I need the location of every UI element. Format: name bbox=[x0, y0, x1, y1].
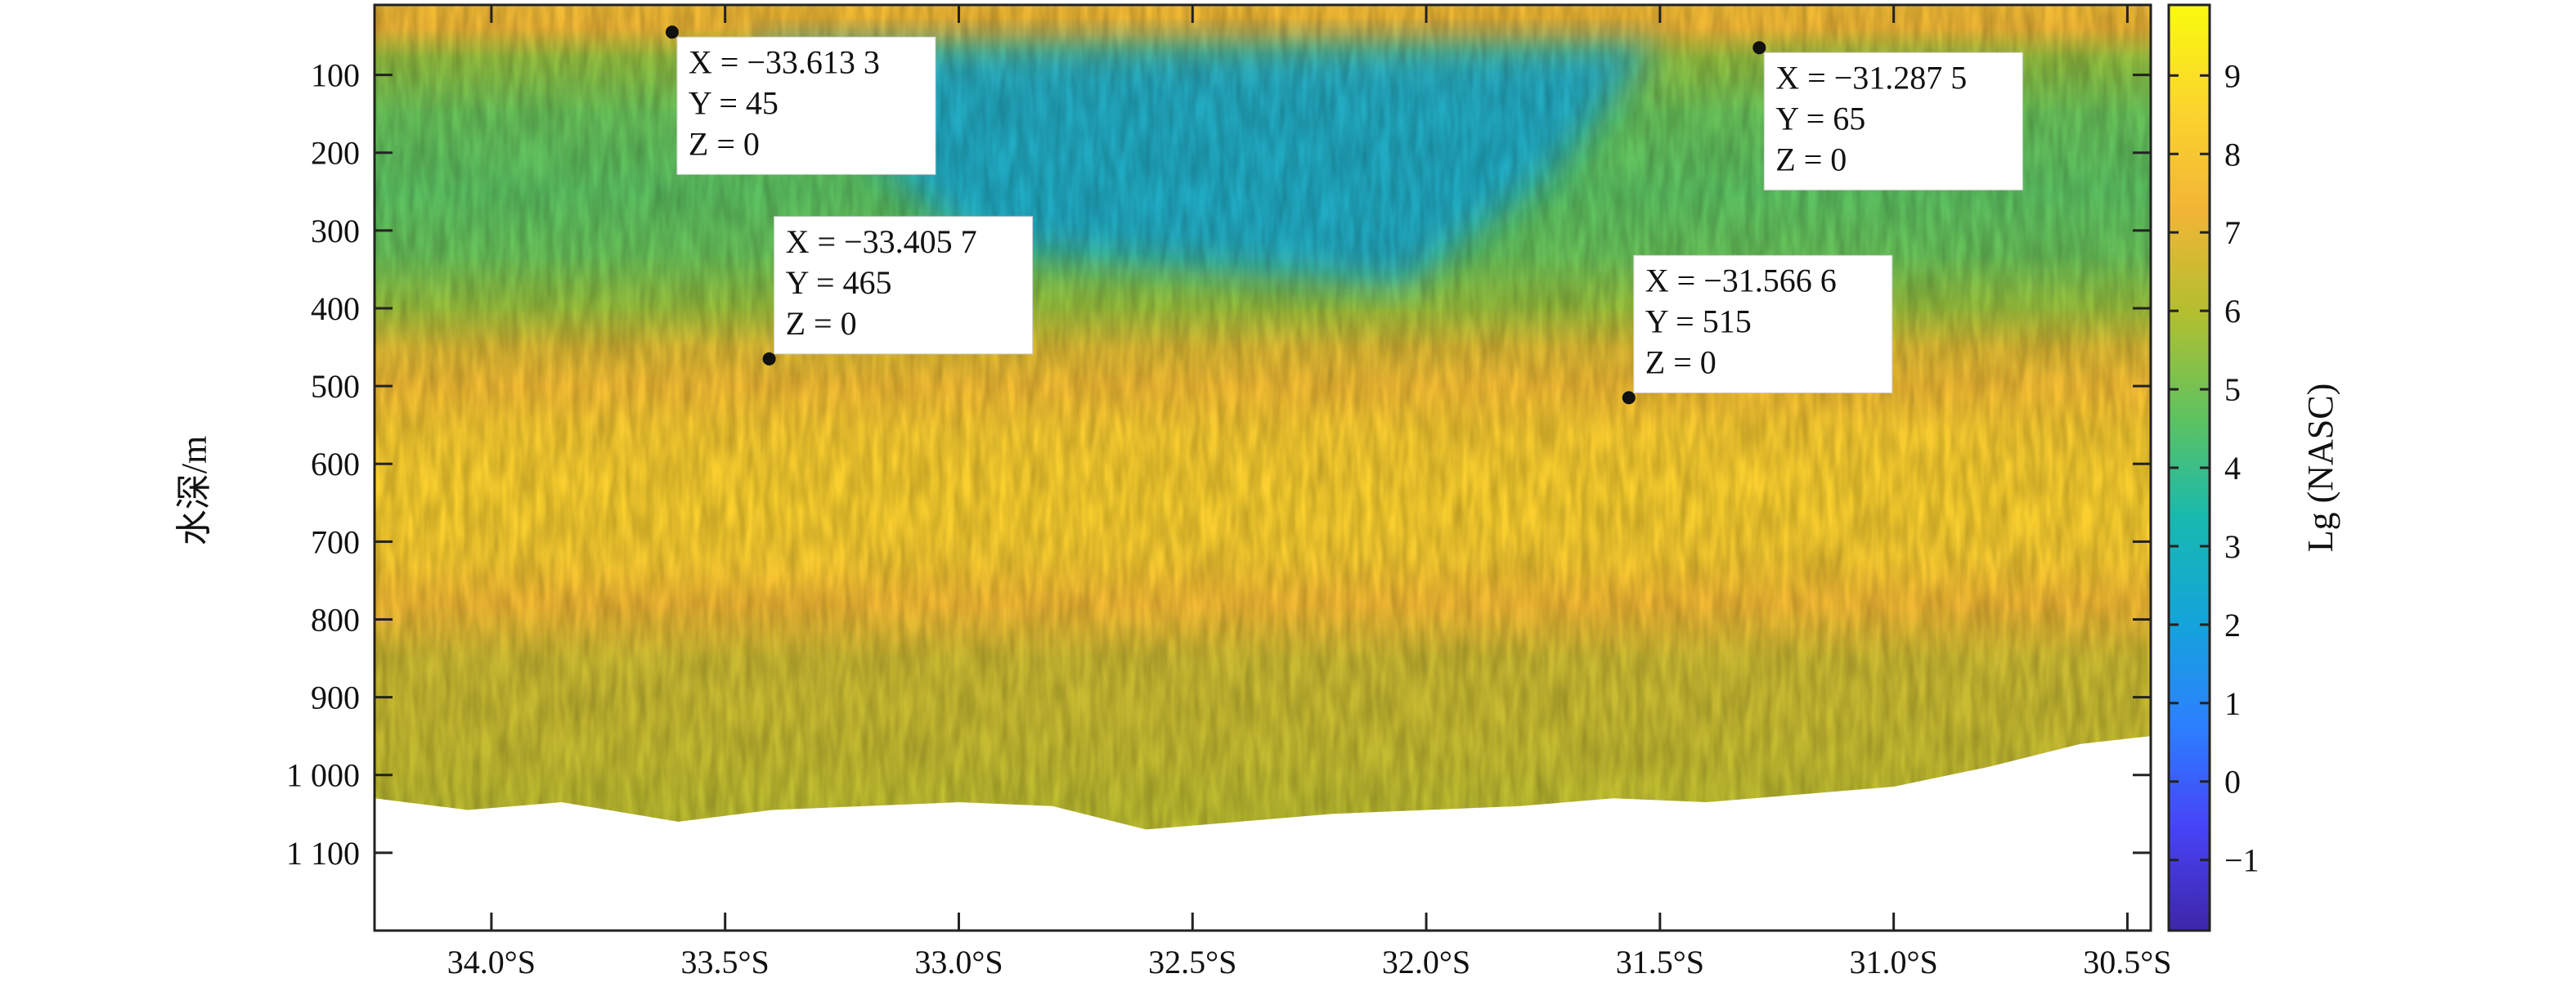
datatip-marker bbox=[1752, 41, 1766, 55]
plot-frame bbox=[373, 3, 2152, 932]
x-tick-label: 33.0°S bbox=[914, 944, 1003, 980]
datatip-2: X = −33.405 7 Y = 465 Z = 0 bbox=[762, 216, 1034, 366]
x-tick-label: 30.5°S bbox=[2083, 944, 2171, 980]
datatip-z-line: Z = 0 bbox=[786, 305, 857, 342]
datatip-y-line: Y = 465 bbox=[786, 264, 892, 301]
datatip-1: X = −33.613 3 Y = 45 Z = 0 bbox=[665, 25, 936, 175]
datatip-x-line: X = −33.613 3 bbox=[689, 43, 880, 80]
datatip-marker bbox=[1622, 391, 1636, 405]
datatip-marker bbox=[762, 352, 776, 366]
datatip-marker bbox=[665, 25, 679, 39]
colorbar-tick-label: 0 bbox=[2224, 764, 2241, 801]
datatip-x-line: X = −31.287 5 bbox=[1775, 59, 1967, 96]
y-tick-label: 1 100 bbox=[286, 835, 360, 872]
y-tick-label: 500 bbox=[311, 368, 360, 405]
colorbar-tick-label: 7 bbox=[2224, 214, 2241, 251]
datatip-y-line: Y = 45 bbox=[689, 84, 779, 121]
datatip-4: X = −31.566 6 Y = 515 Z = 0 bbox=[1622, 254, 1893, 405]
y-tick-label: 600 bbox=[311, 446, 360, 482]
datatip-x-line: X = −33.405 7 bbox=[786, 223, 977, 260]
y-tick-label: 300 bbox=[311, 213, 360, 249]
x-axis: 34.0°S 33.5°S 33.0°S 32.5°S 32.0°S 31.5°S 31.0… bbox=[447, 5, 2172, 980]
datatip-box bbox=[676, 36, 936, 175]
x-tick-label: 31.5°S bbox=[1616, 944, 1704, 980]
y-tick-label: 100 bbox=[311, 57, 360, 94]
datatip-box bbox=[1633, 254, 1893, 393]
colorbar-ticks: 9 8 7 6 5 4 3 2 1 0 −1 bbox=[2169, 57, 2260, 879]
colorbar-tick-label: 3 bbox=[2224, 528, 2241, 565]
colorbar-tick-label: 8 bbox=[2224, 136, 2241, 173]
y-tick-label: 700 bbox=[311, 523, 360, 560]
datatip-y-line: Y = 515 bbox=[1645, 303, 1752, 339]
colorbar-tick-label: 6 bbox=[2224, 293, 2241, 330]
y-tick-label: 1 000 bbox=[286, 757, 360, 794]
datatip-3: X = −31.287 5 Y = 65 Z = 0 bbox=[1752, 41, 2023, 191]
datatip-x-line: X = −31.566 6 bbox=[1645, 262, 1837, 298]
y-axis-title: 水深/m bbox=[174, 436, 214, 545]
datatip-y-line: Y = 65 bbox=[1775, 100, 1865, 137]
annotations: X = −33.613 3 Y = 45 Z = 0 X = −33.405 7 Y =… bbox=[665, 25, 2023, 405]
y-axis: 100 200 300 400 500 600 700 800 900 1 000 1 100 bbox=[286, 57, 2151, 872]
colorbar-tick-label: 4 bbox=[2224, 450, 2241, 487]
datatip-box bbox=[1763, 52, 2023, 191]
colorbar-tick-label: 9 bbox=[2224, 57, 2241, 94]
colorbar-tick-label: −1 bbox=[2224, 842, 2260, 879]
x-tick-label: 33.5°S bbox=[681, 944, 770, 980]
colorbar-title: Lg (NASC) bbox=[2300, 384, 2340, 553]
y-tick-label: 200 bbox=[311, 135, 360, 172]
datatip-z-line: Z = 0 bbox=[1775, 141, 1847, 177]
below-seafloor-area bbox=[375, 736, 2151, 931]
x-tick-label: 31.0°S bbox=[1850, 944, 1938, 980]
colorbar-tick-label: 2 bbox=[2224, 607, 2241, 644]
x-tick-label: 34.0°S bbox=[447, 944, 536, 980]
y-tick-label: 400 bbox=[311, 290, 360, 327]
y-tick-label: 900 bbox=[311, 680, 360, 716]
y-tick-label: 800 bbox=[311, 601, 360, 638]
colorbar-tick-label: 5 bbox=[2224, 371, 2241, 408]
x-tick-label: 32.0°S bbox=[1382, 944, 1470, 980]
datatip-z-line: Z = 0 bbox=[689, 125, 760, 162]
colorbar-tick-label: 1 bbox=[2224, 685, 2241, 722]
x-tick-label: 32.5°S bbox=[1148, 944, 1236, 980]
datatip-box bbox=[774, 216, 1034, 355]
datatip-z-line: Z = 0 bbox=[1645, 343, 1717, 380]
colorbar: 9 8 7 6 5 4 3 2 1 0 −1 Lg (NASC) bbox=[2167, 3, 2340, 932]
